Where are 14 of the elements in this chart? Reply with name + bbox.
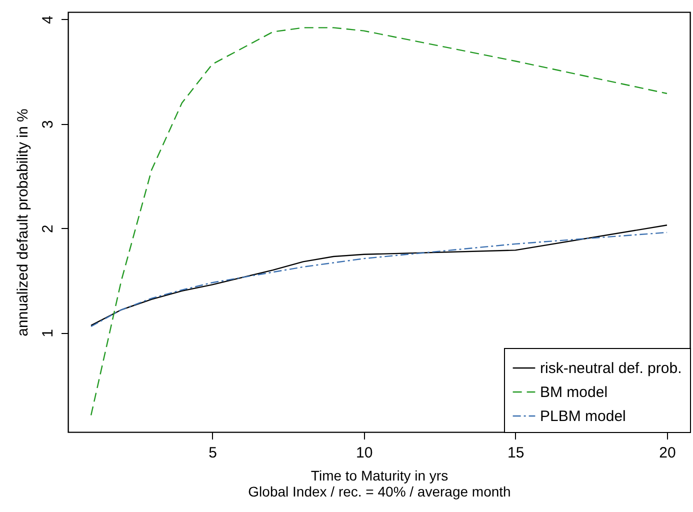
y-tick-label: 3: [40, 120, 56, 128]
y-axis-title: annualized default probability in %: [14, 108, 32, 336]
x-axis-title: Time to Maturity in yrs: [310, 468, 448, 484]
x-tick-label: 15: [508, 444, 524, 462]
y-tick-label: 4: [40, 16, 56, 24]
legend-label: risk-neutral def. prob.: [540, 360, 682, 377]
x-tick-label: 20: [659, 444, 676, 462]
x-tick-label: 5: [208, 444, 217, 462]
legend-label: BM model: [540, 384, 608, 401]
x-tick-label: 10: [356, 444, 373, 462]
y-tick-label: 1: [40, 329, 56, 338]
text: Global Index / rec. = 40% / average month: [248, 484, 511, 500]
legend-label: PLBM model: [540, 408, 626, 425]
y-tick-label: 2: [40, 224, 56, 233]
